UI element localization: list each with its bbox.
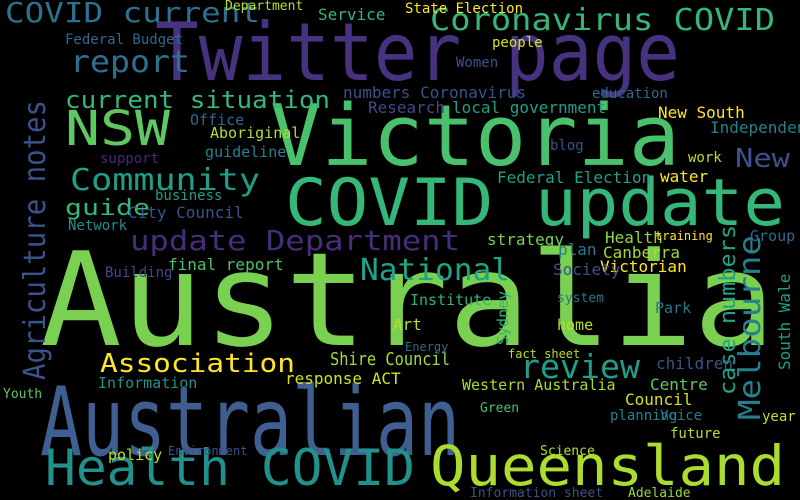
word: Federal Budget (65, 32, 183, 48)
word: Society (553, 260, 621, 279)
word: strategy (487, 230, 564, 249)
word: Coronavirus COVID (430, 3, 775, 38)
word: New South (658, 103, 745, 122)
word: Council (625, 390, 692, 409)
word: Green (480, 401, 519, 416)
word: current situation (65, 86, 330, 114)
word: COVID update (285, 166, 785, 241)
word: Group (750, 227, 795, 245)
word: plan (558, 240, 597, 259)
word: Shire Council (330, 349, 450, 370)
word: local government (452, 98, 606, 117)
word: Institute (410, 291, 491, 309)
word: home (557, 316, 593, 334)
word: Federal Election (497, 168, 651, 187)
word: Network (68, 218, 128, 234)
word: guideline (205, 143, 286, 161)
word: Building (105, 265, 172, 281)
word: New (735, 144, 790, 174)
word: National (360, 253, 510, 288)
word: Health COVID (45, 439, 415, 497)
word: City Council (128, 203, 244, 222)
word: Service (318, 5, 385, 24)
word: support (100, 151, 159, 167)
word: Office (190, 111, 244, 129)
word: Victorian (600, 257, 687, 276)
word: Youth (3, 387, 42, 402)
word: case numbers (716, 225, 741, 395)
word: children (656, 354, 733, 373)
word: Centre (650, 375, 708, 394)
word: review (520, 347, 640, 386)
word: Queensland (430, 434, 785, 498)
word: Environment (168, 444, 247, 458)
word: numbers Coronavirus (343, 83, 526, 102)
word: guide (65, 196, 150, 221)
word: Aboriginal (210, 124, 300, 142)
word: Community (70, 163, 260, 198)
word: planning (610, 408, 677, 424)
word: Melbourne (733, 235, 768, 420)
word: Twitter page (155, 6, 680, 99)
word: update Department (130, 224, 460, 257)
word: water (660, 167, 709, 186)
word: NSW (65, 101, 170, 157)
word: Association (100, 349, 295, 379)
word: response ACT (285, 369, 401, 388)
word: Voice (660, 408, 702, 424)
word: system (557, 291, 604, 306)
word: Agriculture notes (18, 100, 53, 380)
word: blog (550, 138, 584, 154)
word: Art (393, 315, 422, 334)
word: year (762, 409, 796, 425)
word: Science (540, 444, 595, 459)
word: COVID current (5, 0, 260, 29)
word: report (70, 45, 190, 80)
word: Independent (710, 118, 800, 137)
word: State Election (405, 1, 523, 17)
word: Victoria (270, 87, 680, 186)
word: South Wale (775, 274, 794, 370)
word: fact sheet (508, 347, 580, 361)
word: Women (456, 55, 498, 71)
word: Australian (40, 368, 460, 478)
word: people (492, 35, 543, 51)
word: education (592, 86, 668, 102)
word: Department (225, 0, 303, 14)
word: Energy (405, 340, 448, 354)
word: Adelaide (628, 486, 691, 500)
word: Information (98, 374, 197, 392)
word: Research (368, 98, 445, 117)
word: Sydney (494, 291, 512, 345)
word: Canberra (603, 243, 680, 262)
word: Health (605, 228, 663, 247)
word: Western Australia (462, 376, 616, 394)
word: business (155, 188, 222, 204)
word: training (655, 229, 713, 243)
word: work (688, 150, 722, 166)
word: Park (655, 299, 691, 317)
word: policy (108, 446, 162, 464)
word: Information sheet (470, 486, 603, 500)
word: final report (168, 255, 284, 274)
word: future (670, 426, 721, 442)
word: Australia (40, 224, 775, 376)
